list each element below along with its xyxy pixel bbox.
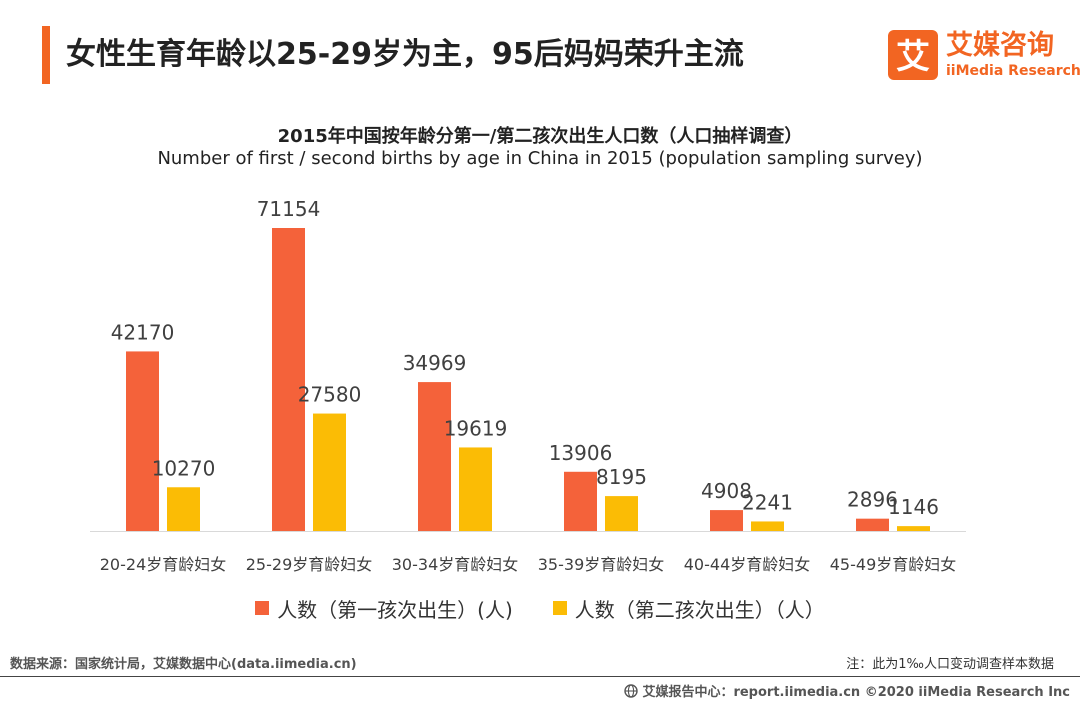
globe-icon xyxy=(624,683,639,698)
legend-swatch-second-birth xyxy=(552,601,567,615)
legend-item-first-birth: 人数（第一孩次出生）(人) xyxy=(255,594,513,623)
data-label-series1-3: 13906 xyxy=(549,441,613,465)
data-label-series1-1: 71154 xyxy=(257,197,321,221)
data-label-series2-5: 1146 xyxy=(888,495,939,519)
x-tick-label-1: 25-29岁育龄妇女 xyxy=(246,555,373,574)
bar-series1-5 xyxy=(856,518,889,531)
title-accent-bar xyxy=(42,26,50,84)
bar-series2-0 xyxy=(167,487,200,531)
iimedia-logo: 艾 艾媒咨询 iiMedia Research xyxy=(888,30,1080,82)
bar-series2-4 xyxy=(751,521,784,531)
data-label-series1-4: 4908 xyxy=(701,479,752,503)
x-tick-label-4: 40-44岁育龄妇女 xyxy=(684,555,811,574)
chart-subtitle: Number of first / second births by age i… xyxy=(157,148,923,169)
copyright: 艾媒报告中心：report.iimedia.cn ©2020 iiMedia R… xyxy=(624,681,1070,700)
legend-item-second-birth: 人数（第二孩次出生）（人） xyxy=(552,594,825,623)
legend-label-first-birth: 人数（第一孩次出生）(人) xyxy=(277,597,513,622)
x-tick-label-2: 30-34岁育龄妇女 xyxy=(392,555,519,574)
chart-legend: 人数（第一孩次出生）(人) 人数（第二孩次出生）（人） xyxy=(0,593,1080,623)
footer-divider xyxy=(0,676,1080,677)
legend-swatch-first-birth xyxy=(255,601,270,615)
bar-series1-4 xyxy=(710,510,743,531)
bar-series2-2 xyxy=(459,447,492,531)
bar-series1-0 xyxy=(126,351,159,531)
bar-series1-1 xyxy=(272,228,305,531)
data-label-series2-2: 19619 xyxy=(444,416,508,440)
bar-series1-2 xyxy=(418,382,451,531)
bar-series2-1 xyxy=(313,413,346,531)
x-tick-label-3: 35-39岁育龄妇女 xyxy=(538,555,665,574)
legend-label-second-birth: 人数（第二孩次出生）（人） xyxy=(574,597,825,622)
page-title: 女性生育年龄以25-29岁为主，95后妈妈荣升主流 xyxy=(66,37,744,72)
data-label-series1-5: 2896 xyxy=(847,488,898,512)
x-tick-label-0: 20-24岁育龄妇女 xyxy=(100,555,227,574)
logo-name-cn: 艾媒咨询 xyxy=(946,30,1054,61)
logo-mark-glyph: 艾 xyxy=(896,37,930,77)
chart-title: 2015年中国按年龄分第一/第二孩次出生人口数（人口抽样调查） xyxy=(277,126,803,147)
footnote: 注：此为1‰人口变动调查样本数据 xyxy=(846,657,1054,672)
bar-series1-3 xyxy=(564,471,597,531)
bar-series2-3 xyxy=(605,496,638,531)
copyright-text: 艾媒报告中心：report.iimedia.cn ©2020 iiMedia R… xyxy=(642,685,1070,700)
bar-series2-5 xyxy=(897,526,930,531)
data-source: 数据来源：国家统计局，艾媒数据中心(data.iimedia.cn) xyxy=(10,657,357,672)
data-label-series2-4: 2241 xyxy=(742,490,793,514)
logo-mark-icon: 艾 xyxy=(888,30,938,80)
data-label-series1-0: 42170 xyxy=(111,320,175,344)
data-label-series2-3: 8195 xyxy=(596,465,647,489)
data-label-series2-1: 27580 xyxy=(298,383,362,407)
logo-name-en: iiMedia Research xyxy=(946,63,1080,79)
data-label-series2-0: 10270 xyxy=(152,456,216,480)
x-tick-label-5: 45-49岁育龄妇女 xyxy=(830,555,957,574)
data-label-series1-2: 34969 xyxy=(403,351,467,375)
